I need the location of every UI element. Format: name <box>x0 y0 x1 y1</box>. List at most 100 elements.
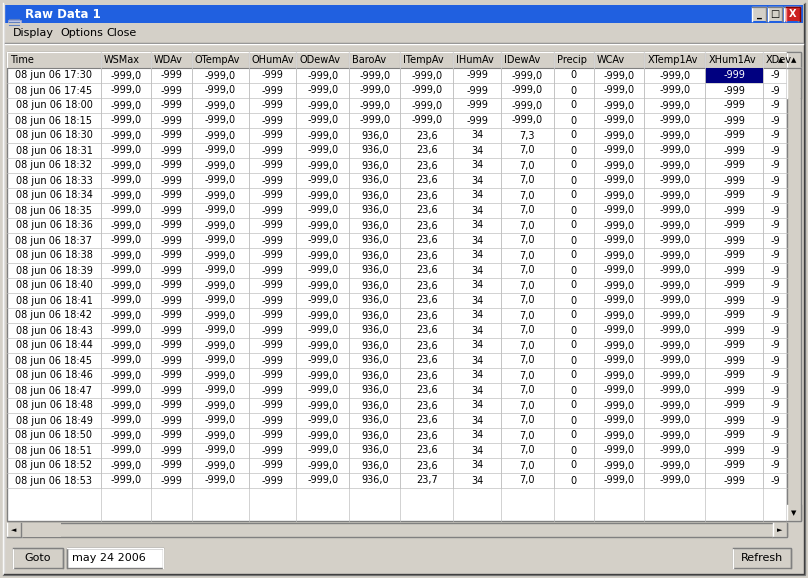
Text: 08 jun 06 18:50: 08 jun 06 18:50 <box>15 431 92 440</box>
Text: -999,0: -999,0 <box>659 206 690 216</box>
Bar <box>705 68 763 83</box>
Text: 936,0: 936,0 <box>361 476 389 486</box>
Text: -999,0: -999,0 <box>204 220 236 231</box>
Text: -9: -9 <box>770 340 780 350</box>
Text: 7,0: 7,0 <box>520 476 535 486</box>
Text: -999,0: -999,0 <box>204 370 236 380</box>
Text: -9: -9 <box>770 101 780 110</box>
Text: 0: 0 <box>570 235 577 246</box>
Text: 936,0: 936,0 <box>361 401 389 410</box>
Text: -999,0: -999,0 <box>110 220 141 231</box>
Text: -999,0: -999,0 <box>604 386 634 395</box>
Text: -999,0: -999,0 <box>659 220 690 231</box>
Text: -999: -999 <box>466 71 488 80</box>
Text: -999,0: -999,0 <box>659 310 690 320</box>
Text: 7,0: 7,0 <box>520 161 535 171</box>
Text: 08 jun 06 18:40: 08 jun 06 18:40 <box>15 280 92 291</box>
Text: 936,0: 936,0 <box>361 431 389 440</box>
Text: -999,0: -999,0 <box>604 340 634 350</box>
Text: 23,6: 23,6 <box>416 146 438 155</box>
Text: -999,0: -999,0 <box>307 280 339 291</box>
Text: ►: ► <box>777 527 783 533</box>
Text: 7,3: 7,3 <box>520 131 535 140</box>
Text: -999,0: -999,0 <box>110 446 141 455</box>
Text: 08 jun 06 18:48: 08 jun 06 18:48 <box>15 401 92 410</box>
Text: -9: -9 <box>770 191 780 201</box>
Bar <box>787 68 801 98</box>
Text: -999: -999 <box>466 86 488 95</box>
Text: -999,0: -999,0 <box>659 325 690 335</box>
Text: 34: 34 <box>471 146 483 155</box>
Text: ▲: ▲ <box>778 57 784 63</box>
Text: 0: 0 <box>570 370 577 380</box>
Text: -999,0: -999,0 <box>110 206 141 216</box>
Text: 34: 34 <box>471 295 483 306</box>
Text: 0: 0 <box>570 461 577 470</box>
Text: -999: -999 <box>262 220 284 231</box>
Text: -999: -999 <box>262 431 284 440</box>
Text: -999: -999 <box>160 476 182 486</box>
Bar <box>7 52 787 521</box>
Text: Time: Time <box>10 55 34 65</box>
Text: -999: -999 <box>160 280 182 291</box>
Text: -999,0: -999,0 <box>204 146 236 155</box>
Text: -999,0: -999,0 <box>307 71 339 80</box>
Text: -999,0: -999,0 <box>604 86 634 95</box>
Text: -999: -999 <box>160 250 182 261</box>
Text: -999,0: -999,0 <box>360 86 390 95</box>
Text: -9: -9 <box>770 146 780 155</box>
Text: 34: 34 <box>471 446 483 455</box>
Text: -999,0: -999,0 <box>604 325 634 335</box>
Text: -999: -999 <box>160 265 182 276</box>
Text: -999: -999 <box>723 310 745 320</box>
Text: -999: -999 <box>723 176 745 186</box>
Text: 0: 0 <box>570 280 577 291</box>
Text: -999,0: -999,0 <box>659 250 690 261</box>
Text: 08 jun 06 18:53: 08 jun 06 18:53 <box>15 476 92 486</box>
Text: -999,0: -999,0 <box>511 86 543 95</box>
Text: X: X <box>789 9 797 19</box>
Text: -999: -999 <box>262 265 284 276</box>
Text: 0: 0 <box>570 340 577 350</box>
Text: 23,6: 23,6 <box>416 461 438 470</box>
Text: Raw Data 1: Raw Data 1 <box>25 8 101 20</box>
Text: 7,0: 7,0 <box>520 176 535 186</box>
Text: -999,0: -999,0 <box>204 416 236 425</box>
Text: -999,0: -999,0 <box>659 446 690 455</box>
Text: -999,0: -999,0 <box>659 191 690 201</box>
Text: 7,0: 7,0 <box>520 370 535 380</box>
Text: -999: -999 <box>160 206 182 216</box>
Text: 7,0: 7,0 <box>520 235 535 246</box>
Text: 0: 0 <box>570 86 577 95</box>
Text: -999,0: -999,0 <box>204 386 236 395</box>
Text: -999: -999 <box>723 191 745 201</box>
Text: 7,0: 7,0 <box>520 461 535 470</box>
Text: -999,0: -999,0 <box>204 265 236 276</box>
Text: 34: 34 <box>471 206 483 216</box>
Text: -999: -999 <box>723 206 745 216</box>
Text: -999,0: -999,0 <box>604 101 634 110</box>
Text: 0: 0 <box>570 310 577 320</box>
Bar <box>5 545 803 571</box>
Text: -999,0: -999,0 <box>110 191 141 201</box>
Text: -999,0: -999,0 <box>110 176 141 186</box>
Text: 23,6: 23,6 <box>416 401 438 410</box>
Text: 08 jun 06 18:15: 08 jun 06 18:15 <box>15 116 92 125</box>
Text: 0: 0 <box>570 101 577 110</box>
Text: -999: -999 <box>262 401 284 410</box>
Text: -999,0: -999,0 <box>204 325 236 335</box>
Text: 7,0: 7,0 <box>520 446 535 455</box>
Text: -999,0: -999,0 <box>307 370 339 380</box>
Text: 7,0: 7,0 <box>520 431 535 440</box>
Text: may 24 2006: may 24 2006 <box>72 553 145 563</box>
Text: -999,0: -999,0 <box>110 476 141 486</box>
Text: 0: 0 <box>570 476 577 486</box>
Text: 34: 34 <box>471 325 483 335</box>
Bar <box>752 7 766 21</box>
Text: ODewAv: ODewAv <box>300 55 340 65</box>
Text: 0: 0 <box>570 146 577 155</box>
Text: 23,6: 23,6 <box>416 416 438 425</box>
Text: -999,0: -999,0 <box>604 250 634 261</box>
Text: 936,0: 936,0 <box>361 416 389 425</box>
Text: -999: -999 <box>723 325 745 335</box>
